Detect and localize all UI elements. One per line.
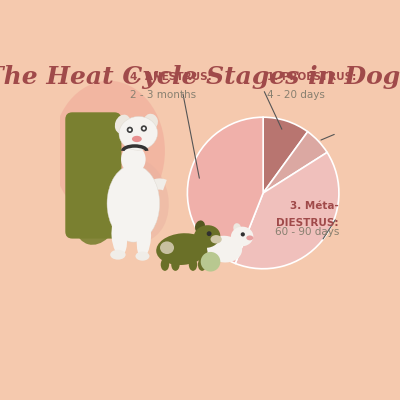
Wedge shape bbox=[263, 117, 308, 193]
Ellipse shape bbox=[137, 219, 151, 258]
Ellipse shape bbox=[72, 169, 124, 245]
Ellipse shape bbox=[246, 236, 253, 240]
Ellipse shape bbox=[231, 227, 253, 246]
Text: DIESTRUS:: DIESTRUS: bbox=[276, 218, 339, 228]
Ellipse shape bbox=[210, 235, 222, 244]
Text: 4. ANESTRUS:: 4. ANESTRUS: bbox=[130, 72, 212, 82]
FancyBboxPatch shape bbox=[65, 112, 122, 238]
Text: The Heat Cycle Stages in Dogs: The Heat Cycle Stages in Dogs bbox=[0, 65, 400, 89]
Ellipse shape bbox=[189, 258, 197, 271]
Ellipse shape bbox=[110, 250, 126, 260]
Ellipse shape bbox=[233, 223, 241, 233]
Ellipse shape bbox=[119, 116, 158, 150]
Ellipse shape bbox=[207, 236, 242, 262]
Circle shape bbox=[127, 127, 133, 133]
Ellipse shape bbox=[112, 217, 127, 256]
Ellipse shape bbox=[121, 145, 146, 173]
Text: 1. PROESTRUS:: 1. PROESTRUS: bbox=[267, 72, 356, 82]
Ellipse shape bbox=[198, 258, 206, 271]
Wedge shape bbox=[187, 117, 263, 264]
Ellipse shape bbox=[160, 241, 174, 254]
Circle shape bbox=[142, 127, 145, 130]
Text: 60 - 90 days: 60 - 90 days bbox=[274, 227, 339, 237]
Text: 3. Méta-: 3. Méta- bbox=[290, 200, 339, 210]
Circle shape bbox=[128, 128, 131, 131]
Ellipse shape bbox=[161, 258, 169, 271]
Circle shape bbox=[201, 252, 220, 272]
Ellipse shape bbox=[195, 220, 205, 233]
Ellipse shape bbox=[136, 252, 150, 261]
Ellipse shape bbox=[132, 136, 142, 142]
Ellipse shape bbox=[144, 114, 158, 129]
Ellipse shape bbox=[105, 158, 169, 242]
Text: 4 - 20 days: 4 - 20 days bbox=[267, 90, 324, 100]
Ellipse shape bbox=[53, 81, 165, 221]
Ellipse shape bbox=[115, 115, 131, 134]
Circle shape bbox=[141, 125, 147, 132]
Ellipse shape bbox=[107, 165, 160, 242]
Wedge shape bbox=[263, 132, 327, 193]
Ellipse shape bbox=[156, 233, 209, 265]
Ellipse shape bbox=[171, 258, 180, 271]
Wedge shape bbox=[235, 152, 339, 269]
Text: 2 - 3 months: 2 - 3 months bbox=[130, 90, 196, 100]
Circle shape bbox=[241, 232, 245, 236]
Ellipse shape bbox=[194, 225, 220, 248]
Ellipse shape bbox=[258, 179, 296, 235]
Circle shape bbox=[207, 231, 212, 236]
